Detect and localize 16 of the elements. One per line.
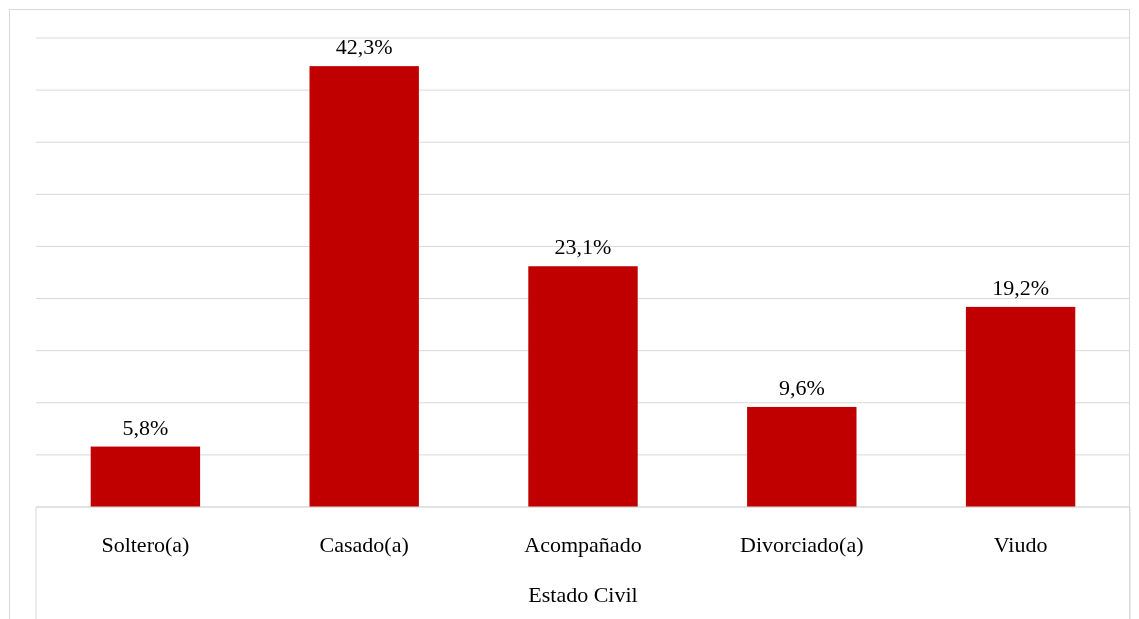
- x-tick-label: Soltero(a): [101, 532, 190, 557]
- data-label: 42,3%: [335, 34, 393, 60]
- data-label: 23,1%: [554, 234, 612, 260]
- bar: [90, 446, 201, 507]
- bar: [309, 66, 419, 507]
- x-tick-label: Casado(a): [319, 532, 409, 557]
- bar: [528, 266, 638, 507]
- x-axis-title: Estado Civil: [528, 582, 638, 607]
- x-tick-label: Viudo: [993, 532, 1048, 557]
- bar: [747, 406, 857, 507]
- bar: [965, 306, 1076, 507]
- x-tick-label: Acompañado: [524, 532, 642, 557]
- data-label: 19,2%: [992, 274, 1050, 300]
- x-tick-label: Divorciado(a): [740, 532, 864, 557]
- data-label: 9,6%: [778, 374, 825, 400]
- data-label: 5,8%: [122, 414, 169, 440]
